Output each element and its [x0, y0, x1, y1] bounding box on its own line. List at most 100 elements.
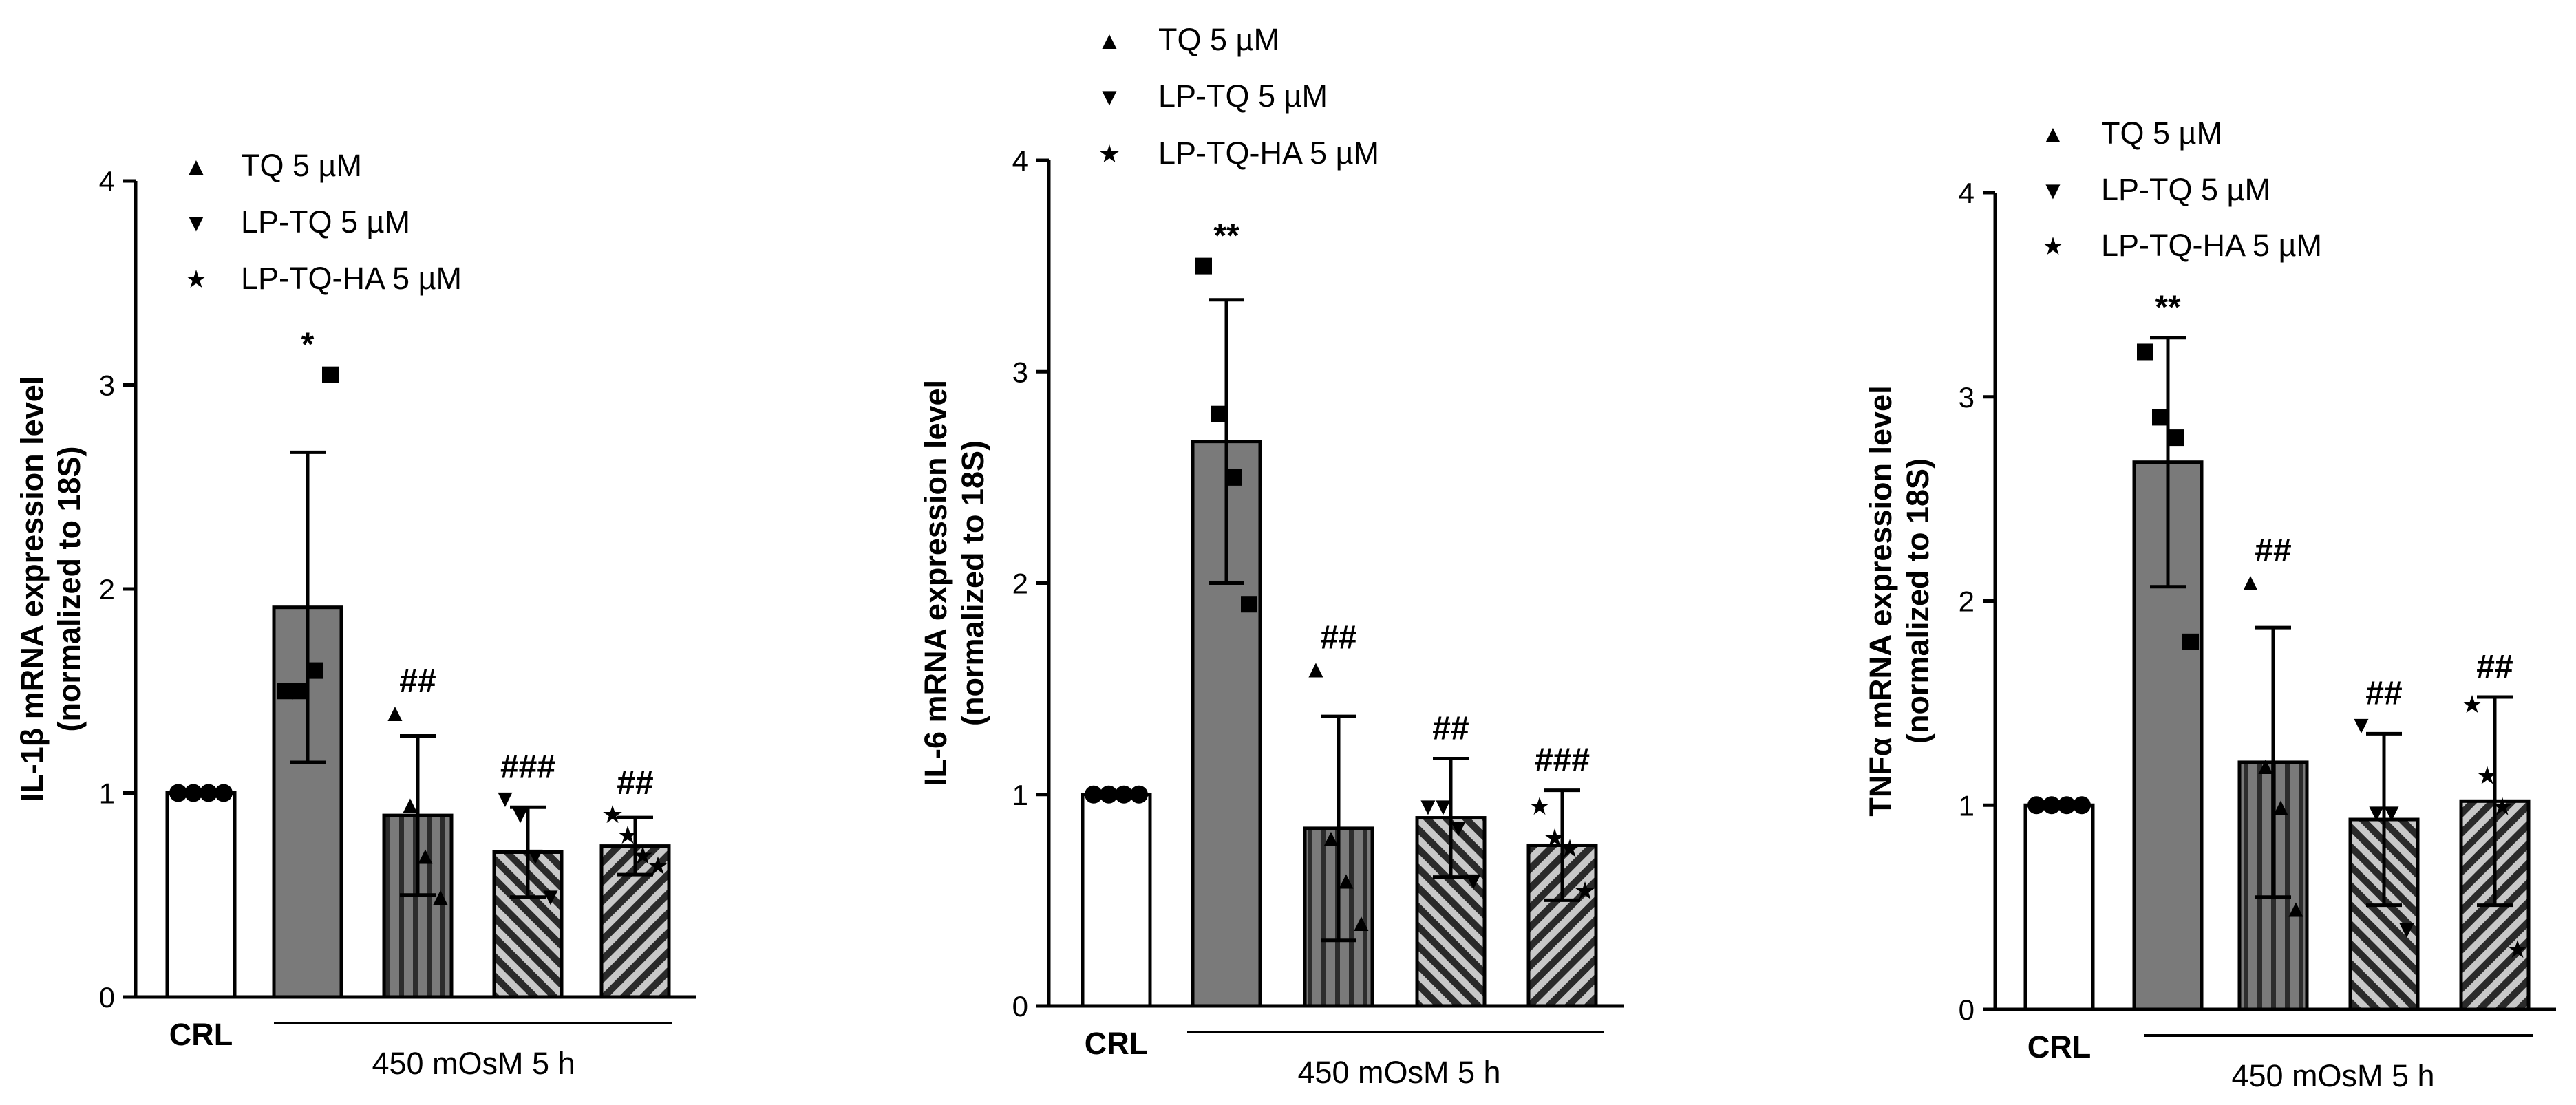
data-point: ▲ — [1303, 654, 1328, 683]
data-point: ★ — [632, 841, 654, 869]
significance-label: ** — [1213, 218, 1239, 255]
y-axis-title-line2: (normalized to 18S) — [955, 440, 990, 726]
data-point — [1100, 785, 1118, 804]
y-tick-label: 1 — [1959, 789, 1974, 822]
data-point: ★ — [2506, 935, 2529, 963]
data-point: ▼ — [493, 784, 518, 812]
significance-label: ** — [2155, 290, 2181, 326]
data-point: ★ — [617, 821, 639, 849]
y-tick-label: 3 — [1012, 356, 1028, 388]
y-axis-title: IL-6 mRNA expression level(normalized to… — [918, 380, 990, 786]
bar — [2023, 803, 2095, 1011]
data-point: ▼ — [1416, 792, 1440, 820]
data-point — [2152, 409, 2169, 426]
data-point: ▼ — [1431, 792, 1456, 820]
data-point: ★ — [2491, 792, 2513, 820]
data-point — [1226, 469, 1242, 486]
panel-3: 0 1 2 3 4 TNFα mRNA expression level(normaliz… — [1863, 116, 2556, 1093]
data-point — [1195, 257, 1212, 275]
significance-label: ## — [2365, 676, 2402, 712]
legend-marker: ▼ — [184, 208, 209, 237]
data-point — [277, 683, 293, 700]
legend-label: LP-TQ 5 µM — [2101, 172, 2270, 207]
control-label: CRL — [2027, 1029, 2091, 1064]
data-point: ▼ — [523, 841, 548, 869]
y-tick-label: 2 — [1959, 586, 1974, 618]
legend-label: LP-TQ 5 µM — [241, 204, 410, 239]
data-point — [307, 662, 323, 679]
condition-label: 450 mOsM 5 h — [372, 1046, 575, 1081]
legend-marker: ★ — [185, 265, 207, 293]
data-point — [1241, 596, 1257, 613]
legend-marker: ▼ — [1097, 83, 1122, 111]
legend-label: TQ 5 µM — [1158, 22, 1279, 57]
data-point: ▼ — [1461, 866, 1486, 894]
legend-label: LP-TQ-HA 5 µM — [241, 261, 462, 296]
significance-label: ### — [500, 749, 555, 785]
legend: ▲ TQ 5 µM ▼ LP-TQ 5 µM ★ LP-TQ-HA 5 µM — [2041, 116, 2322, 263]
legend: ▲ TQ 5 µM ▼ LP-TQ 5 µM ★ LP-TQ-HA 5 µM — [1097, 22, 1379, 171]
data-point: ▼ — [2364, 798, 2389, 826]
legend-label: TQ 5 µM — [241, 148, 362, 183]
data-point: ▼ — [2349, 711, 2374, 739]
data-point: ▼ — [2379, 798, 2404, 826]
y-tick-label: 1 — [1012, 779, 1028, 811]
condition-label: 450 mOsM 5 h — [1297, 1055, 1500, 1090]
data-point: ▲ — [2253, 751, 2278, 780]
legend-label: TQ 5 µM — [2101, 116, 2222, 151]
data-point: ▲ — [2284, 894, 2308, 923]
data-point — [322, 366, 339, 383]
data-point: ▲ — [413, 841, 438, 869]
significance-label: ## — [1432, 711, 1469, 747]
significance-label: * — [301, 327, 315, 363]
legend-marker: ▲ — [2041, 120, 2065, 148]
data-point: ★ — [1544, 824, 1566, 852]
data-point: ▲ — [428, 882, 453, 910]
data-point — [292, 683, 308, 700]
significance-label: ## — [2255, 533, 2291, 569]
panel-2: 0 1 2 3 4 IL-6 mRNA expression level(normaliz… — [918, 22, 1624, 1090]
y-axis-title: TNFα mRNA expression level(normalized to… — [1863, 385, 1935, 816]
legend-marker: ★ — [1098, 140, 1120, 168]
data-point: ▲ — [1334, 866, 1359, 894]
legend-marker: ▲ — [1097, 26, 1122, 54]
data-point — [169, 784, 187, 802]
bar — [1081, 793, 1152, 1008]
data-point — [184, 784, 202, 802]
y-axis-title: IL-1β mRNA expression level(normalized t… — [14, 376, 87, 802]
y-axis-title-line1: IL-1β mRNA expression level — [14, 376, 50, 802]
y-tick-label: 2 — [99, 573, 115, 605]
data-point — [2167, 429, 2184, 447]
data-point: ▲ — [1319, 824, 1343, 852]
y-axis-title-line1: TNFα mRNA expression level — [1863, 385, 1898, 816]
data-point: ★ — [1574, 877, 1596, 905]
y-tick-label: 2 — [1012, 568, 1028, 600]
y-tick-label: 0 — [1012, 990, 1028, 1022]
data-point: ★ — [1559, 835, 1581, 863]
data-point: ★ — [2461, 690, 2483, 718]
y-tick-label: 4 — [99, 165, 115, 197]
data-point: ★ — [602, 800, 624, 828]
significance-label: ## — [399, 663, 436, 700]
data-point: ▼ — [1446, 813, 1471, 841]
data-point — [1211, 405, 1227, 422]
control-label: CRL — [169, 1017, 233, 1052]
y-tick-label: 3 — [99, 369, 115, 402]
data-point: ★ — [1529, 792, 1551, 820]
y-tick-label: 0 — [99, 981, 115, 1013]
data-point: ▼ — [538, 882, 563, 910]
data-point: ▲ — [2238, 568, 2263, 596]
data-point — [1130, 785, 1148, 804]
data-point: ▲ — [398, 790, 423, 818]
data-point: ▲ — [2268, 792, 2293, 820]
data-point — [215, 784, 233, 802]
legend-marker: ▼ — [2041, 176, 2065, 204]
data-point: ▲ — [383, 698, 407, 727]
data-point — [200, 784, 217, 802]
data-point — [2182, 633, 2199, 650]
y-tick-label: 4 — [1012, 144, 1028, 177]
panel-1: 0 1 2 3 4 IL-1β mRNA expression level(normali… — [14, 148, 696, 1081]
y-axis-title-line2: (normalized to 18S) — [52, 446, 87, 731]
legend-label: LP-TQ-HA 5 µM — [2101, 228, 2322, 263]
